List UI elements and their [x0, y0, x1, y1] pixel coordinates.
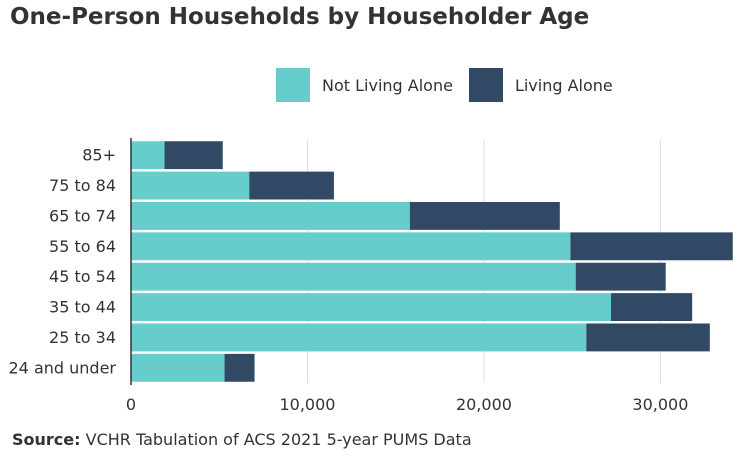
- bar: [409, 202, 560, 230]
- x-tick-label: 30,000: [632, 395, 688, 414]
- legend-swatch-not-living-alone: [276, 68, 310, 102]
- bar: [131, 353, 225, 382]
- y-tick-label: 35 to 44: [49, 298, 116, 317]
- y-tick-label: 75 to 84: [49, 176, 116, 195]
- legend-swatch-living-alone: [468, 68, 503, 102]
- bar: [131, 293, 611, 321]
- y-tick-label: 55 to 64: [49, 237, 116, 256]
- source-text: VCHR Tabulation of ACS 2021 5-year PUMS …: [80, 430, 472, 449]
- legend: Not Living Alone Living Alone: [276, 68, 629, 102]
- y-tick-label: 25 to 34: [49, 328, 116, 347]
- y-tick-label: 85+: [82, 146, 116, 165]
- source-label: Source:: [12, 430, 81, 449]
- legend-item-living-alone: Living Alone: [468, 68, 613, 102]
- bar: [164, 141, 223, 170]
- bar: [611, 293, 693, 321]
- legend-label-not-living-alone: Not Living Alone: [322, 75, 453, 95]
- bar: [570, 232, 733, 261]
- chart-title: One-Person Households by Householder Age: [10, 4, 590, 30]
- bar: [131, 171, 250, 200]
- bar: [224, 353, 255, 382]
- x-tick-label: 0: [126, 395, 136, 414]
- bar: [249, 171, 334, 200]
- source-note: Source: VCHR Tabulation of ACS 2021 5-ye…: [12, 430, 472, 449]
- x-tick-label: 20,000: [456, 395, 512, 414]
- bar: [131, 262, 576, 291]
- y-tick-label: 24 and under: [9, 358, 117, 377]
- bar: [575, 262, 666, 291]
- bar: [131, 323, 587, 352]
- bar: [131, 141, 165, 170]
- legend-item-not-living-alone: Not Living Alone: [276, 68, 453, 102]
- x-tick-label: 10,000: [279, 395, 335, 414]
- bar: [131, 232, 571, 261]
- bar: [131, 202, 410, 230]
- legend-label-living-alone: Living Alone: [514, 75, 613, 95]
- y-tick-label: 45 to 54: [49, 267, 116, 286]
- bar: [586, 323, 710, 352]
- y-tick-label: 65 to 74: [49, 206, 116, 225]
